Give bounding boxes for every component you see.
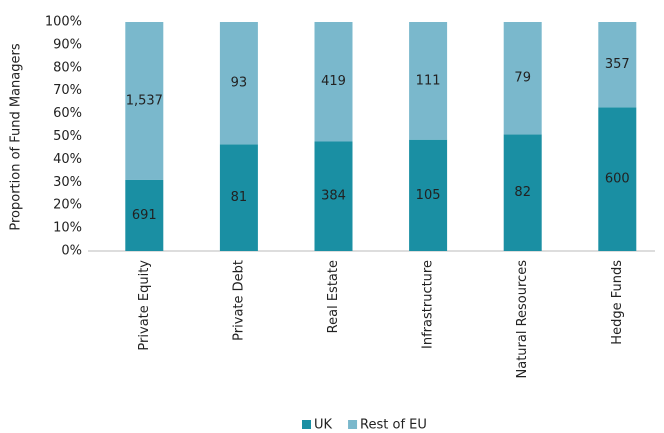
bar-segment <box>503 22 542 135</box>
data-label: 384 <box>321 189 346 204</box>
bar-segment <box>598 107 637 251</box>
x-tick-label: Real Estate <box>326 260 341 333</box>
y-tick-label: 0% <box>61 244 82 259</box>
y-axis-title: Proportion of Fund Managers <box>9 43 24 230</box>
bar-segment <box>125 22 164 180</box>
x-tick-label: Private Equity <box>137 260 152 351</box>
data-label: 82 <box>514 185 531 200</box>
y-tick-label: 20% <box>53 198 82 213</box>
y-tick-label: 60% <box>53 106 82 121</box>
data-label: 691 <box>132 208 157 223</box>
data-label: 111 <box>416 73 441 88</box>
bar-segment <box>314 141 353 251</box>
y-tick-label: 90% <box>53 37 82 52</box>
x-tick-label: Private Debt <box>231 260 246 341</box>
y-tick-label: 50% <box>53 129 82 144</box>
y-tick-label: 40% <box>53 152 82 167</box>
data-label: 357 <box>605 57 630 72</box>
bar-segment <box>125 179 164 251</box>
data-label: 600 <box>605 172 630 187</box>
data-label: 1,537 <box>126 93 163 108</box>
bar-segment <box>219 22 258 145</box>
legend-swatch <box>302 420 311 429</box>
bar-segment <box>219 144 258 251</box>
y-tick-label: 10% <box>53 221 82 236</box>
y-tick-label: 30% <box>53 175 82 190</box>
bar-segment <box>409 139 448 251</box>
data-label: 419 <box>321 74 346 89</box>
x-tick-label: Hedge Funds <box>610 260 625 345</box>
data-label: 81 <box>231 190 248 205</box>
y-tick-label: 70% <box>53 83 82 98</box>
x-tick-label: Infrastructure <box>421 260 436 349</box>
bar-segment <box>598 22 637 108</box>
data-label: 105 <box>416 188 441 203</box>
legend-label: Rest of EU <box>360 418 427 433</box>
legend-label: UK <box>314 418 333 433</box>
data-label: 79 <box>514 71 531 86</box>
bar-segment <box>314 22 353 142</box>
y-tick-label: 80% <box>53 60 82 75</box>
legend-swatch <box>348 420 358 429</box>
bar-segment <box>409 22 448 140</box>
data-label: 93 <box>231 76 248 91</box>
bar-segment <box>503 134 542 251</box>
x-tick-label: Natural Resources <box>515 260 530 379</box>
y-tick-label: 100% <box>45 15 82 30</box>
